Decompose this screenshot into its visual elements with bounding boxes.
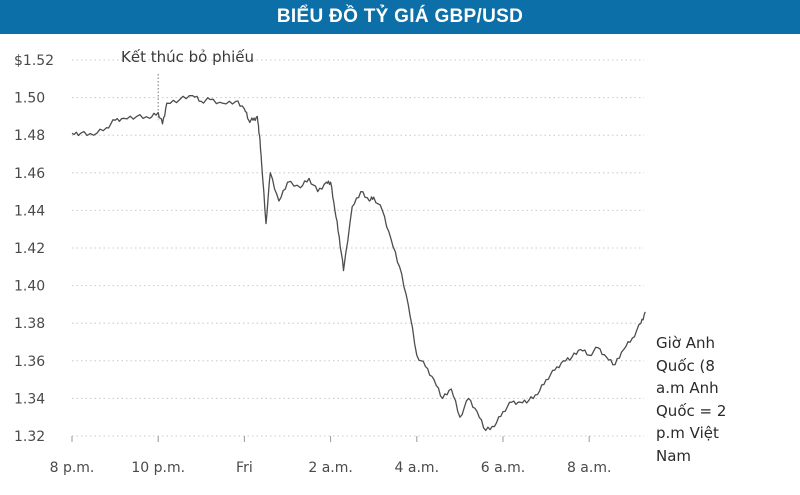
x-tick-label: 4 a.m. (395, 460, 439, 476)
gbp-usd-series-line (71, 94, 646, 432)
y-tick-label: 1.50 (14, 91, 45, 107)
chart-panel: $1.52 1.50 1.48 1.46 1.44 1.42 1.40 1.38 1.36 1.3… (4, 36, 650, 491)
y-tick-label: 1.32 (14, 429, 45, 445)
timezone-note: Giờ Anh Quốc (8 a.m Anh Quốc = 2 p.m Việ… (656, 334, 727, 465)
y-tick-label: 1.44 (14, 203, 45, 219)
y-tick-label: 1.36 (14, 354, 45, 370)
y-tick-label: 1.48 (14, 128, 45, 144)
title-bar: BIỂU ĐỒ TỶ GIÁ GBP/USD (0, 0, 800, 34)
y-tick-label: $1.52 (14, 53, 54, 69)
x-tick-label: 8 p.m. (50, 460, 95, 476)
x-tick-label: 8 a.m. (567, 460, 611, 476)
line-chart: $1.52 1.50 1.48 1.46 1.44 1.42 1.40 1.38 1.36 1.3… (14, 48, 646, 476)
x-tick-label: 2 a.m. (308, 460, 352, 476)
x-tick-label: Fri (236, 460, 253, 476)
y-tick-label: 1.42 (14, 241, 45, 257)
y-tick-label: 1.38 (14, 316, 45, 332)
y-tick-label: 1.40 (14, 279, 45, 295)
y-tick-label: 1.46 (14, 166, 45, 182)
annotation-label: Kết thúc bỏ phiếu (121, 48, 254, 66)
x-tick-label: 10 p.m. (131, 460, 185, 476)
x-tick-label: 6 a.m. (481, 460, 525, 476)
y-tick-label: 1.34 (14, 391, 45, 407)
chart-title: BIỂU ĐỒ TỶ GIÁ GBP/USD (276, 6, 524, 27)
